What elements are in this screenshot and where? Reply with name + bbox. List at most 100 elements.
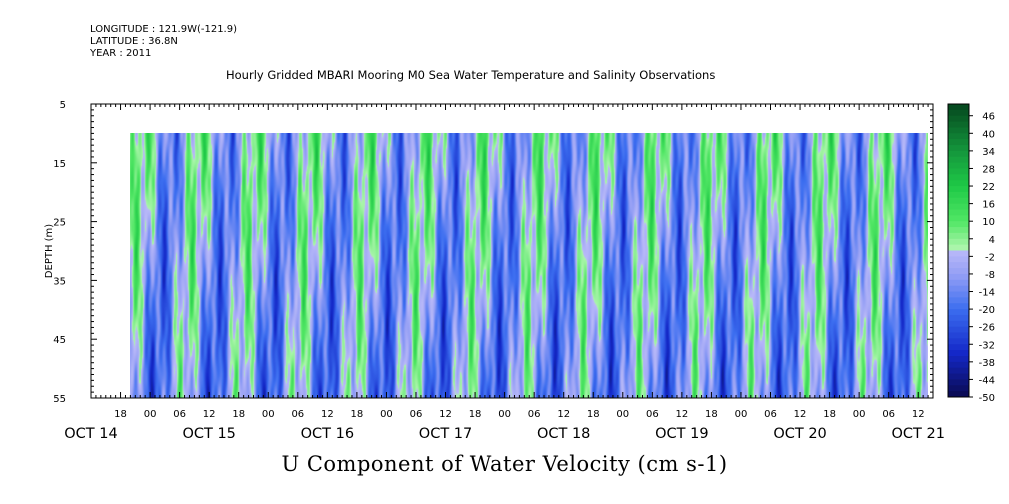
x-tick-label: 18	[351, 409, 364, 420]
colorbar-tick-label: 10	[982, 217, 995, 228]
colorbar-swatch	[948, 133, 969, 140]
colorbar-swatch	[948, 355, 969, 363]
y-axis-label: DEPTH (m)	[44, 224, 55, 278]
x-tick-label: 00	[498, 409, 511, 420]
colorbar-swatch	[948, 227, 969, 234]
y-tick-label: 25	[53, 218, 66, 229]
x-tick-label: 12	[321, 409, 334, 420]
colorbar-swatch	[948, 256, 969, 263]
colorbar-tick-label: -44	[979, 375, 995, 386]
colorbar-swatch	[948, 150, 969, 158]
x-date-label: OCT 15	[182, 426, 235, 442]
x-tick-label: 06	[291, 409, 304, 420]
x-tick-label: 00	[380, 409, 393, 420]
x-tick-label: 18	[587, 409, 600, 420]
x-tick-label: 18	[232, 409, 245, 420]
x-tick-label: 00	[616, 409, 629, 420]
colorbar-swatch	[948, 244, 969, 251]
colorbar-tick-label: 34	[982, 147, 995, 158]
colorbar-swatch	[948, 279, 969, 287]
x-tick-label: 12	[676, 409, 689, 420]
x-tick-label: 06	[646, 409, 659, 420]
colorbar-swatch	[948, 350, 969, 357]
x-tick-label: 18	[114, 409, 127, 420]
colorbar-swatch	[948, 326, 969, 334]
y-tick-label: 45	[53, 335, 66, 346]
colorbar-swatch	[948, 367, 969, 375]
x-tick-label: 00	[262, 409, 275, 420]
x-tick-label: 12	[557, 409, 570, 420]
colorbar-swatch	[948, 168, 969, 175]
colorbar-swatch	[948, 250, 969, 257]
colorbar-tick-label: -8	[985, 270, 995, 281]
x-date-label: OCT 14	[64, 426, 117, 442]
colorbar-swatch	[948, 332, 969, 339]
colorbar-swatch	[948, 127, 969, 134]
x-axis: 18 00 06 12 18 00 06 12 18 00 06 12 18 00 06 12 18 00 06 12…	[64, 104, 945, 442]
colorbar-swatch	[948, 109, 969, 117]
colorbar-swatch	[948, 156, 969, 164]
x-tick-label: 00	[853, 409, 866, 420]
colorbar-tick-label: 16	[982, 200, 995, 211]
colorbar-swatch	[948, 285, 969, 293]
colorbar-border	[947, 103, 970, 398]
colorbar-swatch	[948, 139, 969, 146]
y-tick-label: 5	[60, 100, 66, 111]
colorbar-tick-label: 4	[989, 235, 995, 246]
colorbar-tick-label: -50	[979, 393, 995, 404]
colorbar-tick-label: -20	[979, 305, 995, 316]
colorbar-swatch	[948, 385, 969, 392]
x-tick-label: 06	[882, 409, 895, 420]
colorbar-tick-label: 46	[982, 112, 995, 123]
x-tick-label: 12	[912, 409, 925, 420]
colorbar-swatch	[948, 197, 969, 205]
colorbar-swatch	[948, 232, 969, 240]
x-date-label: OCT 20	[773, 426, 826, 442]
colorbar-swatch	[948, 215, 969, 222]
x-date-label: OCT 18	[537, 426, 590, 442]
x-date-label: OCT 19	[655, 426, 708, 442]
colorbar-tick-label: 22	[982, 182, 995, 193]
y-tick-label: 35	[53, 276, 66, 287]
colorbar-swatch	[948, 273, 969, 281]
colorbar-swatch	[948, 203, 969, 210]
colorbar-swatch	[948, 268, 969, 275]
y-tick-label: 55	[53, 394, 66, 405]
x-tick-label: 12	[203, 409, 216, 420]
colorbar-swatch	[948, 174, 969, 181]
latitude-label: LATITUDE : 36.8N	[90, 36, 178, 47]
colorbar-swatch	[948, 391, 969, 398]
heatmap-layer	[130, 133, 929, 398]
colorbar-tick-label: -38	[979, 358, 995, 369]
x-tick-label: 06	[410, 409, 423, 420]
colorbar-swatch	[948, 361, 969, 369]
colorbar-swatch	[948, 344, 969, 351]
colorbar-swatch	[948, 162, 969, 169]
x-tick-label: 18	[469, 409, 482, 420]
colorbar-swatch	[948, 291, 969, 298]
chart-title: U Component of Water Velocity (cm s-1)	[281, 452, 728, 476]
x-date-label: OCT 21	[891, 426, 944, 442]
colorbar: 46 40 34 28 22 16 10 4 -2 -8 -14 -20 -26 -32 -38 -44 -50	[947, 103, 995, 404]
colorbar-swatch	[948, 191, 969, 199]
colorbar-tick-label: -14	[979, 288, 995, 299]
colorbar-swatch	[948, 209, 969, 216]
colorbar-swatch	[948, 221, 969, 228]
colorbar-swatch	[948, 145, 969, 152]
colorbar-swatch	[948, 303, 969, 310]
colorbar-tick-label: -32	[979, 340, 995, 351]
x-tick-label: 18	[705, 409, 718, 420]
plot-subtitle: Hourly Gridded MBARI Mooring M0 Sea Wate…	[226, 68, 716, 82]
colorbar-swatch	[948, 309, 969, 316]
x-date-label: OCT 16	[301, 426, 354, 442]
y-axis: 5 15 25 35 45 55	[53, 100, 933, 405]
year-label: YEAR : 2011	[90, 48, 152, 59]
colorbar-swatch	[948, 104, 969, 111]
x-tick-label: 18	[823, 409, 836, 420]
x-tick-label: 06	[173, 409, 186, 420]
x-tick-label: 12	[794, 409, 807, 420]
colorbar-swatch	[948, 238, 969, 246]
colorbar-tick-label: 40	[982, 129, 995, 140]
colorbar-tick-label: -2	[985, 252, 995, 263]
